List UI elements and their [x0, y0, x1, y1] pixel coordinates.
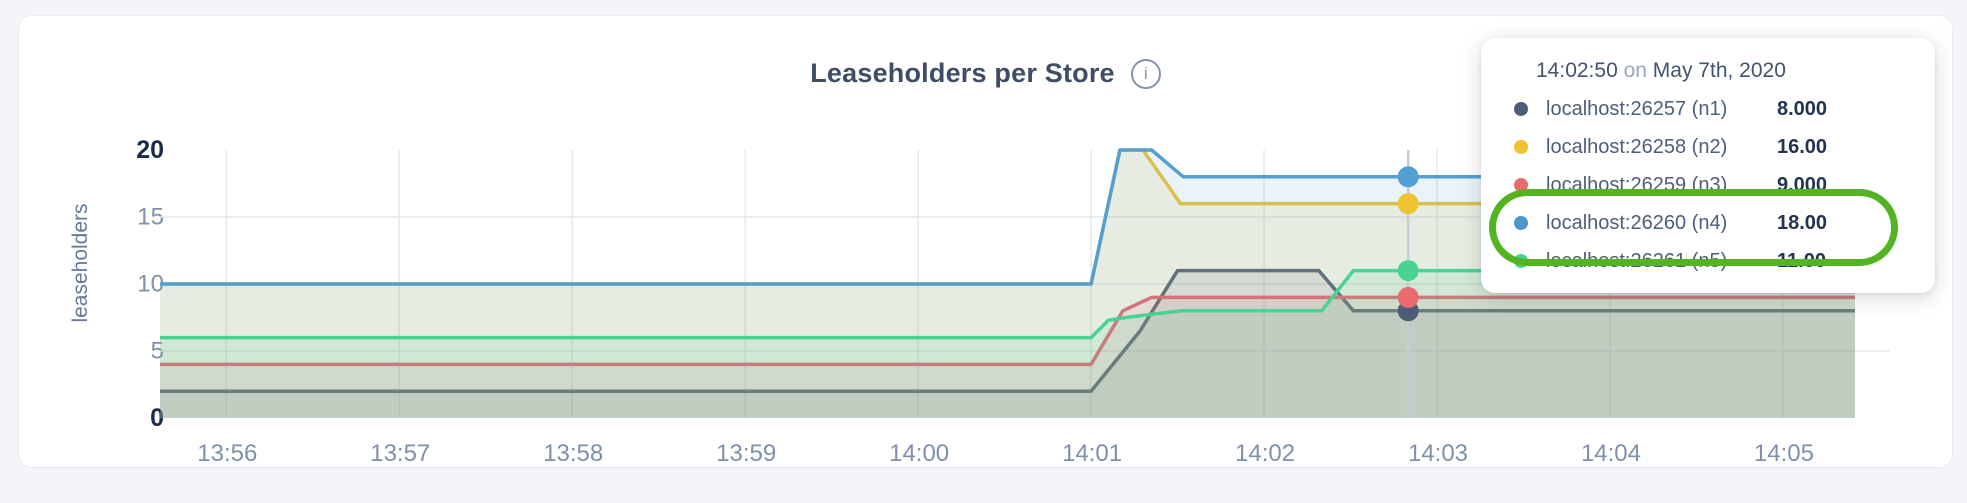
legend-row: localhost:26260 (n4) 18.00	[1514, 204, 1935, 242]
x-tick-label: 14:01	[1062, 440, 1123, 467]
legend-series-name: localhost:26258 (n2)	[1546, 135, 1728, 158]
legend-series-value: 8.000	[1777, 97, 1828, 120]
legend-series-value: 18.00	[1777, 211, 1828, 234]
legend-series-value: 11.00	[1777, 249, 1826, 272]
x-tick-label: 13:56	[197, 440, 258, 467]
legend-series-value: 16.00	[1777, 135, 1828, 158]
info-icon[interactable]: i	[1130, 58, 1161, 89]
legend-row: localhost:26259 (n3) 9.000	[1514, 166, 1935, 204]
y-tick-label: 10	[137, 270, 164, 298]
chart-header: Leaseholders per Store i	[19, 58, 1952, 89]
hover-dot	[1397, 166, 1419, 188]
chart-title: Leaseholders per Store	[810, 58, 1115, 88]
tooltip-conjunction: on	[1623, 59, 1647, 82]
series-line	[160, 268, 1855, 393]
hover-dot	[1397, 286, 1419, 308]
legend-dot-icon	[1514, 102, 1528, 116]
legend-series-name: localhost:26260 (n4)	[1546, 211, 1728, 234]
x-tick-label: 13:57	[370, 440, 431, 467]
legend-dot-icon	[1514, 254, 1528, 268]
tooltip-legend-rows: localhost:26257 (n1) 8.000 localhost:26258…	[1489, 90, 1935, 280]
series-line	[160, 295, 1855, 367]
hover-dot	[1397, 260, 1419, 282]
legend-series-name: localhost:26261 (n5)	[1546, 249, 1728, 272]
legend-dot-icon	[1514, 140, 1528, 154]
x-tick-label: 13:58	[543, 440, 604, 467]
legend-dot-icon	[1514, 216, 1528, 230]
series-line	[160, 268, 1855, 340]
legend-row: localhost:26261 (n5) 11.00	[1514, 242, 1935, 280]
y-tick-label: 5	[150, 337, 164, 365]
x-tick-label: 13:59	[716, 440, 777, 467]
x-tick-label: 14:00	[889, 440, 950, 467]
legend-series-name: localhost:26259 (n3)	[1546, 173, 1728, 196]
series-area	[160, 297, 1855, 418]
y-tick-label: 0	[150, 403, 164, 432]
x-tick-label: 14:04	[1580, 440, 1641, 467]
legend-row: localhost:26257 (n1) 8.000	[1514, 90, 1935, 128]
x-tick-label: 14:05	[1753, 440, 1814, 467]
hover-dot	[1397, 193, 1419, 215]
hover-tooltip: 14:02:50 on May 7th, 2020 localhost:2625…	[1481, 38, 1935, 293]
y-tick-label: 20	[136, 135, 164, 164]
legend-series-name: localhost:26257 (n1)	[1546, 97, 1728, 120]
tooltip-date: May 7th, 2020	[1652, 59, 1786, 82]
x-tick-label: 14:02	[1235, 440, 1296, 467]
legend-series-value: 9.000	[1777, 173, 1828, 196]
y-tick-label: 15	[137, 203, 164, 231]
series-line	[160, 148, 1855, 286]
tooltip-time: 14:02:50	[1536, 59, 1618, 82]
series-area	[160, 270, 1855, 418]
series-area	[160, 270, 1855, 418]
x-tick-label: 14:03	[1407, 440, 1469, 467]
tooltip-timestamp: 14:02:50 on May 7th, 2020	[1536, 54, 1935, 90]
legend-dot-icon	[1514, 178, 1528, 192]
legend-row: localhost:26258 (n2) 16.00	[1514, 128, 1935, 166]
